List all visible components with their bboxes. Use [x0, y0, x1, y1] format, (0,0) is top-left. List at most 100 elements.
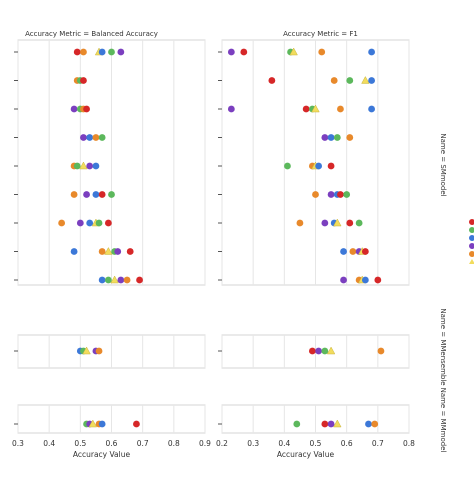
- data-point: [92, 162, 100, 170]
- data-point: [98, 276, 106, 284]
- data-point: [92, 191, 100, 198]
- data-point: [83, 191, 90, 198]
- panel-frames: [17, 39, 410, 434]
- x-axis-label: Accuracy Value: [73, 450, 131, 459]
- data-point: [365, 420, 372, 428]
- data-point: [80, 48, 87, 56]
- data-points: [58, 47, 385, 428]
- data-point: [327, 134, 335, 141]
- data-point: [126, 248, 134, 255]
- legend-swatch: [469, 227, 474, 233]
- data-point: [368, 48, 375, 56]
- data-point: [337, 105, 344, 113]
- data-point: [98, 420, 106, 428]
- data-point: [311, 104, 320, 113]
- data-point: [86, 162, 94, 170]
- column-title: Accuracy Metric = Balanced Accuracy: [25, 30, 158, 38]
- data-point: [108, 48, 115, 56]
- x-tick-label: 0.7: [137, 439, 149, 448]
- data-point: [86, 219, 94, 227]
- data-point: [136, 276, 143, 284]
- x-tick-label: 0.2: [216, 439, 228, 448]
- data-point: [117, 276, 125, 284]
- x-tick-label: 0.6: [106, 439, 118, 448]
- data-point: [308, 347, 316, 355]
- data-point: [377, 347, 385, 355]
- x-tick-label: 0.5: [310, 439, 322, 448]
- data-point: [289, 47, 298, 56]
- data-point: [92, 134, 100, 141]
- data-point: [284, 162, 291, 170]
- data-point: [70, 248, 78, 255]
- chart-text: 0.3 0.4 0.5 0.6 0.7 0.8 0.9 Accuracy Value Accur…: [12, 30, 447, 459]
- data-point: [104, 219, 112, 227]
- data-point: [98, 134, 106, 141]
- data-point: [114, 248, 122, 255]
- x-tick-label: 0.3: [12, 439, 24, 448]
- data-point: [123, 276, 131, 284]
- data-point: [321, 134, 329, 141]
- data-point: [337, 191, 344, 198]
- data-point: [340, 248, 347, 255]
- data-point: [315, 347, 323, 355]
- data-point: [73, 48, 81, 56]
- legend-swatch: [469, 259, 474, 264]
- legend-swatch: [469, 219, 474, 225]
- column-title: Accuracy Metric = F1: [283, 30, 358, 38]
- data-point: [368, 77, 375, 84]
- data-point: [361, 75, 370, 84]
- data-point: [327, 191, 335, 198]
- legend-swatch: [469, 235, 474, 241]
- data-point: [327, 420, 335, 428]
- data-point: [293, 420, 301, 428]
- data-point: [79, 161, 88, 170]
- data-point: [70, 105, 78, 113]
- data-point: [340, 276, 347, 284]
- legend-swatch: [469, 243, 474, 249]
- data-point: [346, 219, 354, 227]
- data-point: [73, 162, 81, 170]
- data-point: [86, 134, 94, 141]
- gridlines: [14, 40, 410, 433]
- data-point: [108, 191, 115, 198]
- data-point: [133, 420, 140, 428]
- data-point: [346, 77, 354, 84]
- data-point: [58, 219, 66, 227]
- x-tick-label: 0.3: [247, 439, 259, 448]
- data-point: [349, 248, 357, 255]
- x-axis-label: Accuracy Value: [277, 450, 335, 459]
- data-point: [104, 246, 113, 255]
- data-point: [268, 77, 276, 84]
- data-point: [327, 162, 335, 170]
- data-point: [296, 219, 304, 227]
- data-point: [95, 347, 103, 355]
- data-point: [80, 77, 87, 84]
- data-point: [368, 105, 375, 113]
- data-point: [330, 77, 338, 84]
- data-point: [98, 248, 106, 255]
- data-point: [80, 134, 87, 141]
- legend-swatch: [469, 251, 474, 257]
- data-point: [321, 347, 329, 355]
- data-point: [321, 420, 329, 428]
- data-point: [374, 276, 382, 284]
- data-point: [98, 191, 106, 198]
- data-point: [346, 134, 354, 141]
- data-point: [70, 191, 78, 198]
- data-point: [104, 276, 112, 284]
- data-point: [227, 48, 235, 56]
- data-point: [326, 346, 336, 355]
- data-point: [343, 191, 351, 198]
- data-point: [110, 275, 119, 284]
- legend: [469, 219, 474, 264]
- data-point: [333, 218, 342, 227]
- row-label: Name = SMmodel: [439, 133, 447, 196]
- data-point: [355, 219, 363, 227]
- data-point: [227, 105, 235, 113]
- x-tick-label: 0.6: [341, 439, 353, 448]
- x-tick-label: 0.4: [43, 439, 55, 448]
- x-tick-label: 0.8: [168, 439, 180, 448]
- row-label: Name = MMmodel: [439, 388, 447, 453]
